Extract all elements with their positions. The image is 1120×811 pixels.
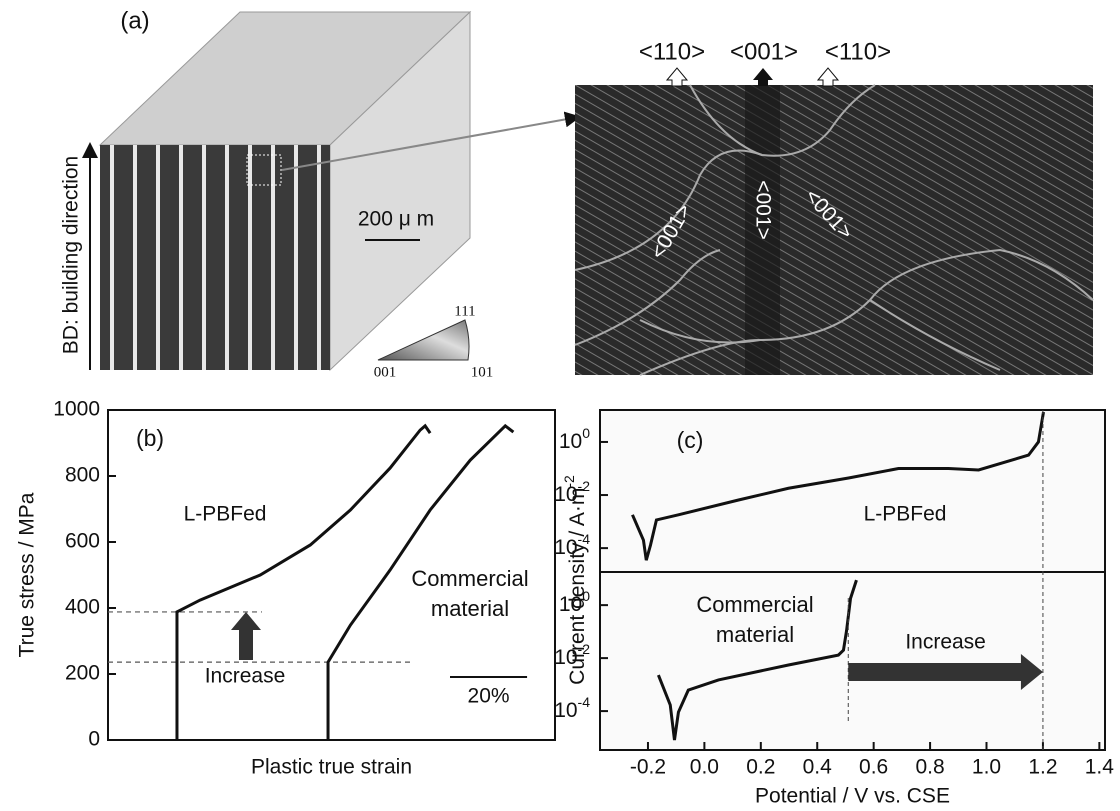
figure-svg: (a) BD: building direction 200 μ m 111 0… bbox=[0, 0, 1120, 811]
y-tick-label: 200 bbox=[65, 662, 100, 685]
annotation: Increase bbox=[905, 631, 986, 654]
direction-label: <001> bbox=[730, 38, 798, 65]
ipf-corner: 001 bbox=[374, 364, 397, 380]
figure: (a) BD: building direction 200 μ m 111 0… bbox=[0, 0, 1120, 811]
x-axis-label: Potential / V vs. CSE bbox=[755, 785, 950, 808]
x-tick-label: 0.0 bbox=[690, 756, 719, 779]
ipf-corner: 111 bbox=[454, 303, 475, 319]
y-axis-label-sup: -2 bbox=[561, 475, 577, 488]
y-tick-label: 0 bbox=[88, 728, 100, 751]
x-tick-label: 0.8 bbox=[915, 756, 944, 779]
series-label: L-PBFed bbox=[864, 503, 947, 526]
x-tick-label: 1.4 bbox=[1085, 756, 1115, 779]
y-tick-label: 400 bbox=[65, 596, 100, 619]
y-tick-label: 10-4 bbox=[554, 694, 590, 722]
x-tick-label: -0.2 bbox=[630, 756, 666, 779]
y-tick-label-base: 10 bbox=[559, 430, 582, 453]
annotation: Increase bbox=[205, 665, 286, 688]
ipf-corner: 101 bbox=[471, 364, 494, 380]
panel-label: (a) bbox=[120, 7, 149, 34]
y-tick-label-base: 10 bbox=[554, 699, 577, 722]
x-tick-label: 0.2 bbox=[746, 756, 775, 779]
scale-bar-label: 200 μ m bbox=[358, 208, 434, 231]
panel-label: (c) bbox=[677, 427, 704, 453]
panel-label: (b) bbox=[136, 425, 164, 451]
y-axis-label-base: Current density / A·m bbox=[566, 488, 589, 685]
x-tick-label: 0.6 bbox=[859, 756, 888, 779]
x-axis-label: Plastic true strain bbox=[251, 756, 412, 779]
y-tick-label: 600 bbox=[65, 530, 100, 553]
grain-label: <001> bbox=[751, 180, 774, 240]
direction-label: <110> bbox=[825, 38, 891, 65]
y-axis-label: True stress / MPa bbox=[16, 492, 39, 657]
x-tick-label: 1.2 bbox=[1028, 756, 1057, 779]
series-label: L-PBFed bbox=[184, 503, 267, 526]
series-label: Commercial material bbox=[390, 564, 550, 624]
scale-bar-label: 20% bbox=[468, 685, 510, 708]
y-tick-label: 800 bbox=[65, 464, 100, 487]
y-tick-label-sup: 0 bbox=[582, 425, 590, 441]
direction-label: <110> bbox=[639, 38, 705, 65]
cube-image bbox=[90, 12, 573, 370]
y-axis-label: Current density / A·m-2 bbox=[561, 475, 589, 685]
y-tick-label: 1000 bbox=[53, 398, 100, 421]
y-tick-label: 100 bbox=[559, 425, 590, 453]
y-tick-label-sup: -4 bbox=[578, 694, 591, 710]
x-tick-label: 0.4 bbox=[803, 756, 833, 779]
arrow bbox=[231, 612, 261, 660]
x-tick-label: 1.0 bbox=[972, 756, 1001, 779]
series-label: Commercial material bbox=[680, 590, 830, 650]
axis-label: BD: building direction bbox=[60, 156, 83, 354]
